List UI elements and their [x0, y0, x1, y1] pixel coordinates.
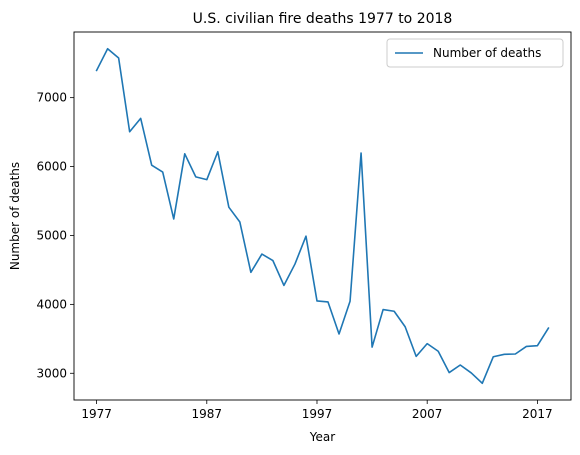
x-tick-label: 2017 — [522, 407, 553, 421]
series-line-number-of-deaths — [95, 47, 550, 385]
legend: Number of deaths — [386, 38, 564, 68]
y-tick-label: 7000 — [36, 91, 67, 105]
y-tick-label: 5000 — [36, 228, 67, 242]
x-tick-label: 1997 — [302, 407, 333, 421]
y-axis-ticks: 3000 4000 5000 6000 7000 — [36, 91, 74, 380]
data-points — [97, 49, 549, 384]
y-tick-label: 4000 — [36, 297, 67, 311]
y-tick-label: 6000 — [36, 160, 67, 174]
plot-area-frame — [73, 31, 572, 401]
x-tick-label: 1987 — [192, 407, 223, 421]
x-tick-label: 2007 — [412, 407, 443, 421]
y-axis-label: Number of deaths — [8, 162, 22, 270]
x-axis-label: Year — [309, 430, 335, 444]
x-axis-ticks: 1977 1987 1997 2007 2017 — [81, 400, 553, 421]
legend-box — [386, 38, 564, 68]
legend-label-number-of-deaths: Number of deaths — [433, 46, 541, 60]
x-tick-label: 1977 — [81, 407, 112, 421]
y-tick-label: 3000 — [36, 366, 67, 380]
chart-title: U.S. civilian fire deaths 1977 to 2018 — [193, 11, 453, 27]
